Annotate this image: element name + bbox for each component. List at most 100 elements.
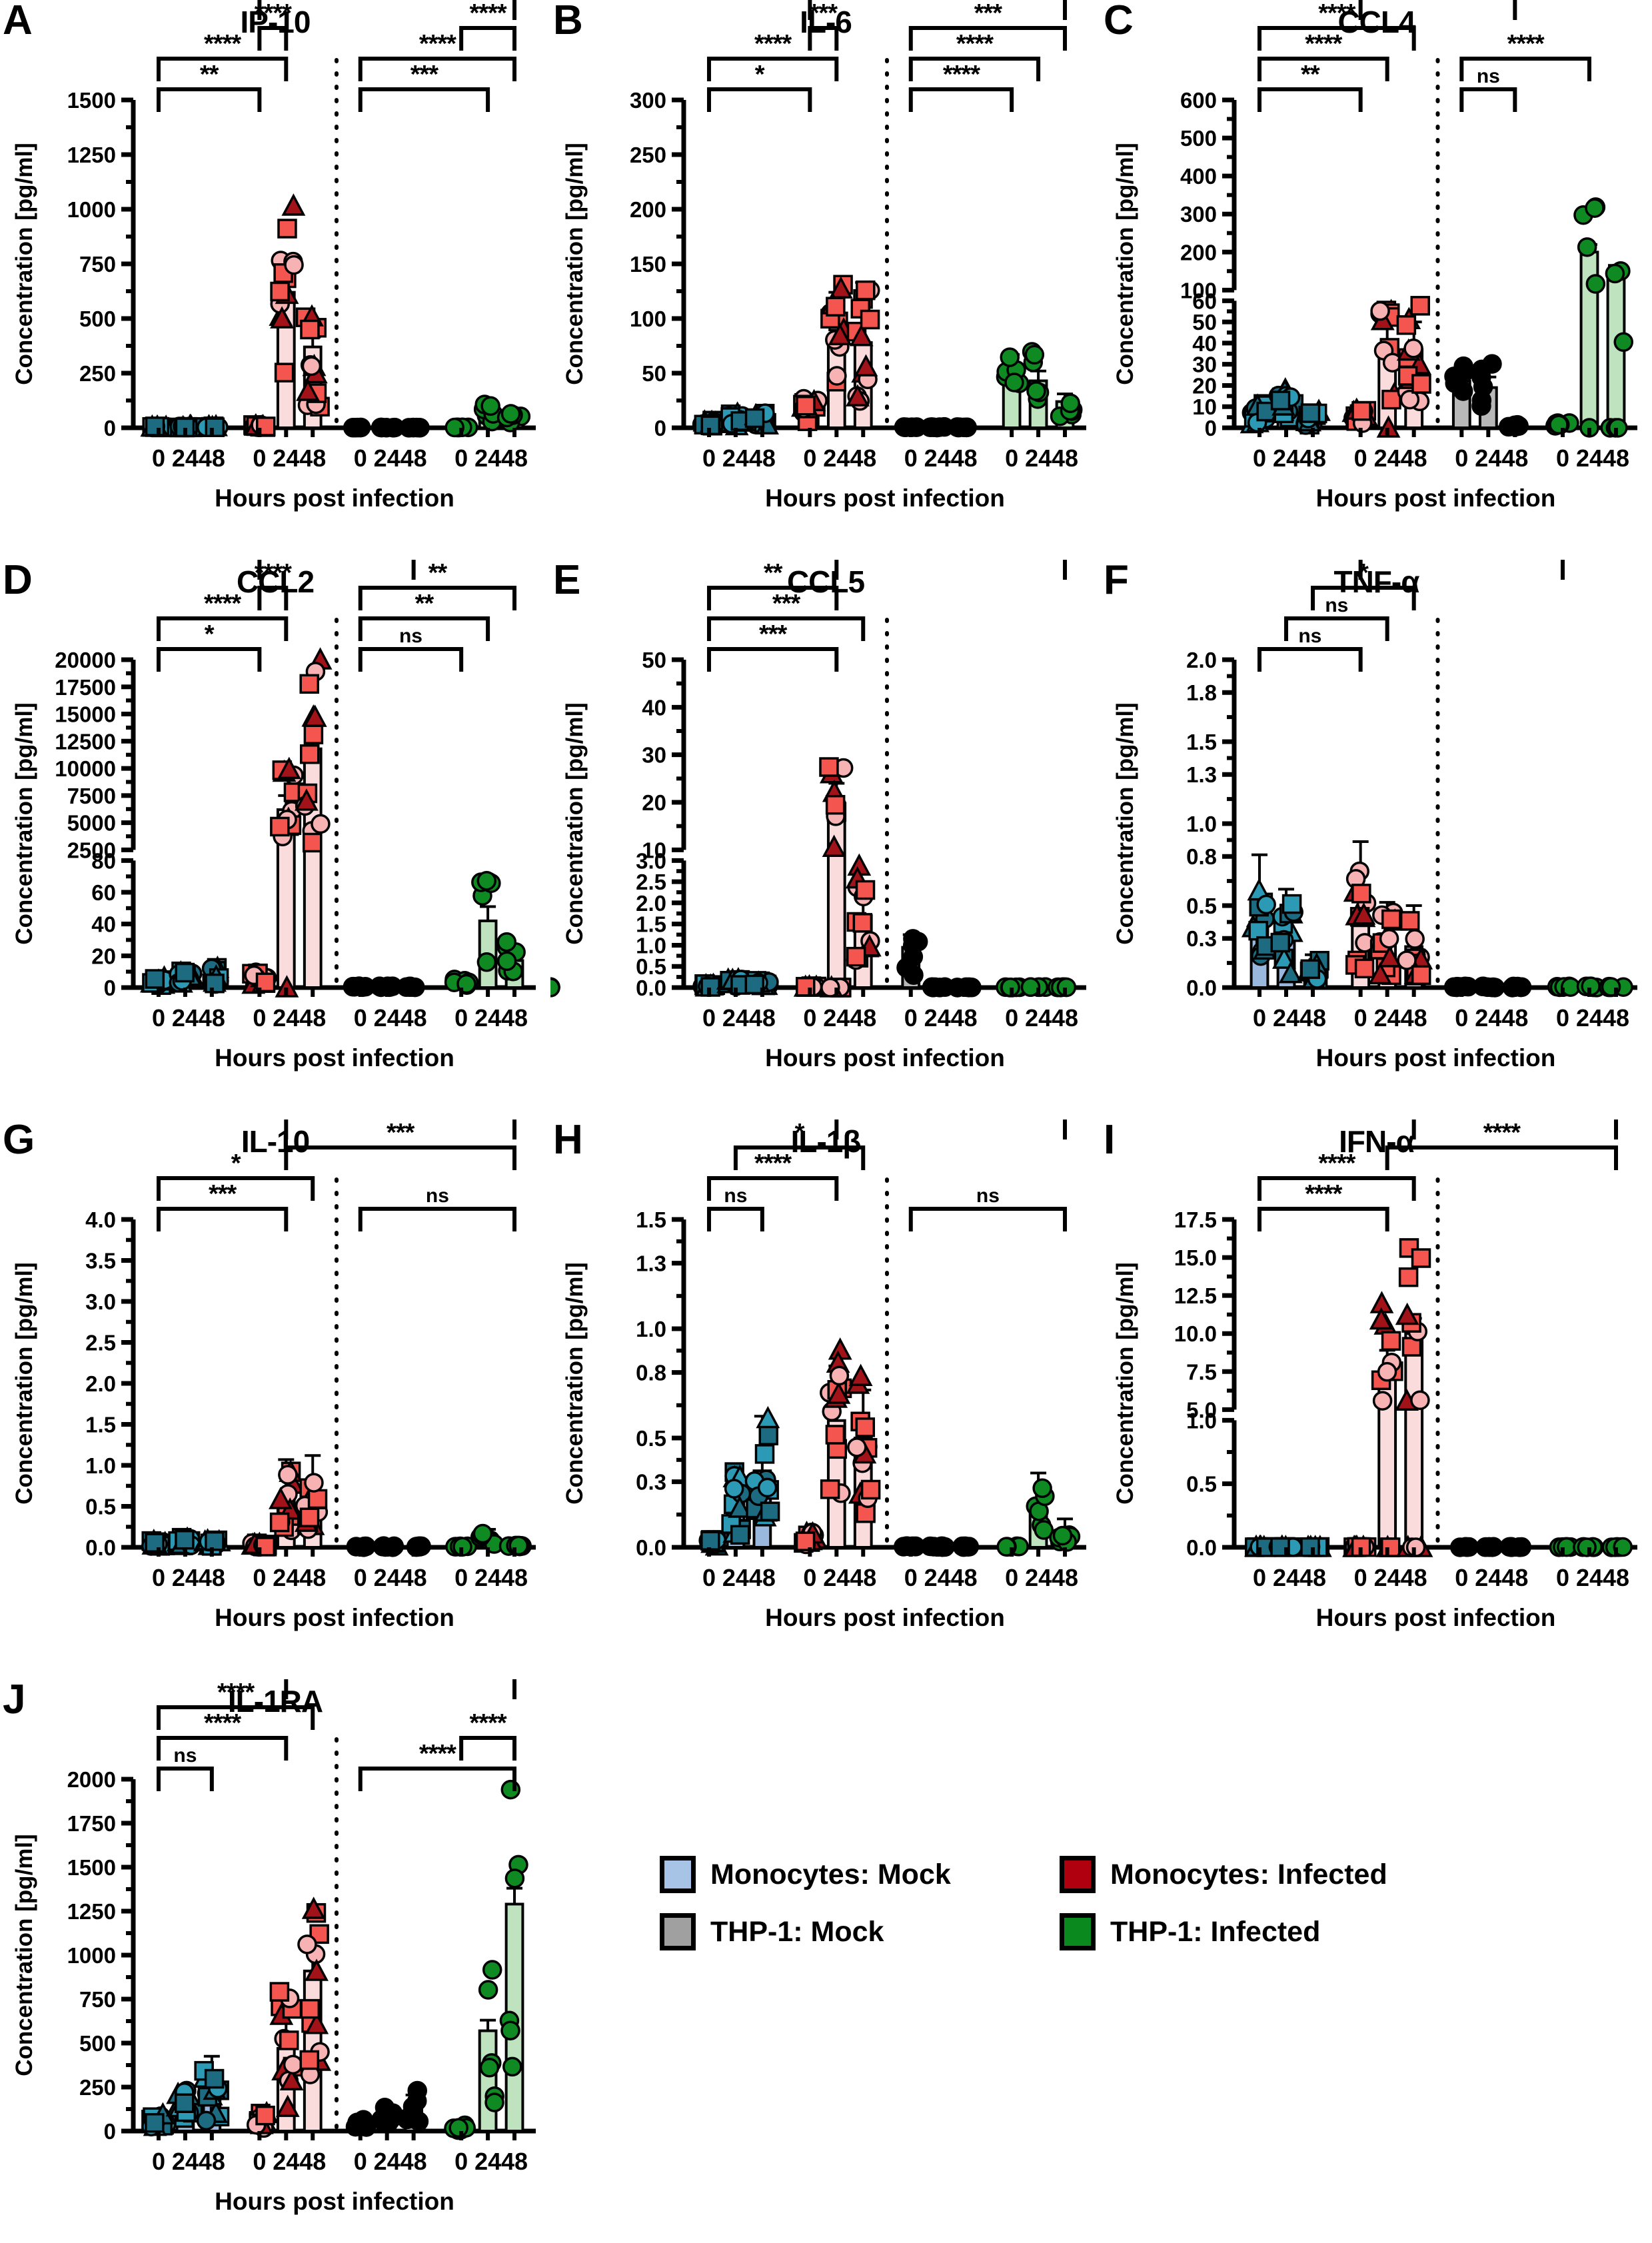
x-tick-label: 48 xyxy=(1603,1004,1629,1032)
x-tick-label: 0 xyxy=(904,1004,918,1032)
y-tick-label: 20 xyxy=(91,944,116,968)
significance-label: ** xyxy=(764,560,783,587)
bar-group xyxy=(1239,393,1276,434)
y-tick-label: 0 xyxy=(1205,416,1217,440)
significance-bracket: **** xyxy=(1257,1180,1389,1231)
x-tick-label: 24 xyxy=(374,1004,401,1032)
x-tick-label: 24 xyxy=(273,2148,299,2175)
legend-label-monocytes-infected: Monocytes: Infected xyxy=(1110,1858,1387,1890)
y-tick-label: 3.0 xyxy=(85,1289,116,1314)
significance-bracket: **** xyxy=(459,0,517,51)
legend-swatch-thp1-infected xyxy=(1060,1913,1096,1950)
significance-bracket: ns xyxy=(1284,594,1389,641)
x-tick-label: 24 xyxy=(1374,1564,1401,1591)
significance-bracket: **** xyxy=(156,30,289,81)
legend-label-monocytes-mock: Monocytes: Mock xyxy=(710,1858,951,1890)
significance-bracket: ns xyxy=(156,1745,214,1791)
significance-label: **** xyxy=(204,1709,241,1737)
bar-group xyxy=(297,1896,332,2133)
x-tick-label: 48 xyxy=(1299,444,1326,472)
significance-bracket: **** xyxy=(257,0,517,20)
x-tick-label: 48 xyxy=(501,1564,528,1591)
panel-B: B IL-6 0 50 100 150 200 250 300 Concentration [… xyxy=(550,0,1101,540)
significance-bracket: **** xyxy=(1385,1120,1618,1170)
panel-E-title: CCL5 xyxy=(786,564,865,599)
bar-group xyxy=(922,977,955,998)
x-tick-label: 24 xyxy=(273,1004,299,1032)
x-tick-label: 48 xyxy=(401,1564,427,1591)
y-axis-title: Concentration [pg/ml] xyxy=(11,1262,37,1505)
significance-label: * xyxy=(795,1120,805,1147)
bar-group xyxy=(1450,1537,1479,1557)
x-tick-label: 24 xyxy=(924,1004,951,1032)
y-tick-label: 300 xyxy=(1180,202,1217,227)
y-tick-label: 0.3 xyxy=(1186,926,1217,951)
x-tick-label: 48 xyxy=(951,1564,978,1591)
legend-swatch-monocytes-infected xyxy=(1060,1856,1096,1893)
significance-label: *** xyxy=(411,61,439,89)
bar-group xyxy=(444,970,479,995)
x-tick-label: 24 xyxy=(1273,1564,1299,1591)
significance-bracket: *** xyxy=(358,61,490,112)
y-tick-label: 50 xyxy=(1192,310,1217,335)
x-tick-label: 24 xyxy=(924,444,951,472)
x-tick-label: 0 xyxy=(803,444,816,472)
x-tick-label: 0 xyxy=(1354,1564,1367,1591)
significance-bracket: **** xyxy=(1411,1120,1618,1139)
bar-group xyxy=(1444,356,1473,430)
bar-group xyxy=(406,1536,431,1557)
bar-group xyxy=(820,275,856,429)
significance-bracket: *** xyxy=(908,0,1068,51)
significance-bracket: ** xyxy=(1257,61,1363,112)
x-tick-label: 48 xyxy=(1052,1004,1078,1032)
bar-group xyxy=(1397,904,1433,989)
x-tick-label: 0 xyxy=(1556,1564,1569,1591)
x-tick-label: 48 xyxy=(1501,1564,1528,1591)
significance-label: ** xyxy=(1301,61,1320,89)
x-tick-label: 24 xyxy=(474,1564,501,1591)
bar-group xyxy=(269,193,306,430)
significance-label: **** xyxy=(754,30,792,58)
x-tick-label: 0 xyxy=(454,2148,468,2175)
y-tick-label: 1250 xyxy=(67,1899,116,1924)
legend-row-1: Monocytes: Mock Monocytes: Infected xyxy=(660,1846,1493,1903)
x-axis-title: Hours post infection xyxy=(215,1604,454,1631)
y-tick-label: 250 xyxy=(630,143,666,167)
significance-bracket: * xyxy=(706,61,812,112)
bar-group xyxy=(343,417,371,438)
significance-bracket: **** xyxy=(1257,0,1416,51)
x-tick-label: 24 xyxy=(273,1564,299,1591)
x-axis-title: Hours post infection xyxy=(1316,1604,1556,1631)
y-tick-label: 0 xyxy=(654,416,666,440)
y-tick-label: 10000 xyxy=(55,756,116,781)
y-tick-label: 3.5 xyxy=(85,1249,116,1273)
y-tick-label: 1000 xyxy=(67,1943,116,1968)
significance-bracket: ns xyxy=(257,560,416,580)
x-axis-title: Hours post infection xyxy=(765,484,1005,512)
x-tick-label: 24 xyxy=(474,444,501,472)
y-tick-label: 2500 xyxy=(67,838,116,862)
significance-label: **** xyxy=(943,61,980,89)
significance-bracket: ** xyxy=(706,560,839,610)
x-tick-label: 0 xyxy=(1455,1564,1468,1591)
x-tick-label: 0 xyxy=(454,1564,468,1591)
significance-label: * xyxy=(755,61,765,89)
bar-group xyxy=(744,1405,780,1549)
y-axis-title: Concentration [pg/ml] xyxy=(562,702,588,945)
y-tick-label: 10 xyxy=(642,838,666,862)
significance-bracket: **** xyxy=(459,1709,517,1761)
bar-group xyxy=(1396,296,1431,429)
x-tick-label: 0 xyxy=(253,1004,266,1032)
bar-group xyxy=(1270,888,1303,990)
y-tick-label: 0.5 xyxy=(1186,1472,1217,1497)
panel-E-canvas: 10 20 30 40 50 0.0 0.5 1.0 1.5 2.0 2.5 3.0 Concentra… xyxy=(550,560,1101,1100)
significance-label: ns xyxy=(173,1745,197,1767)
y-tick-label: 2.5 xyxy=(85,1331,116,1355)
x-tick-label: 48 xyxy=(1501,1004,1528,1032)
x-axis-title: Hours post infection xyxy=(765,1044,1005,1072)
bar-group xyxy=(295,304,330,430)
bar-group xyxy=(1050,392,1083,430)
significance-bracket: ns xyxy=(358,1185,517,1231)
y-tick-label: 600 xyxy=(1180,88,1217,113)
